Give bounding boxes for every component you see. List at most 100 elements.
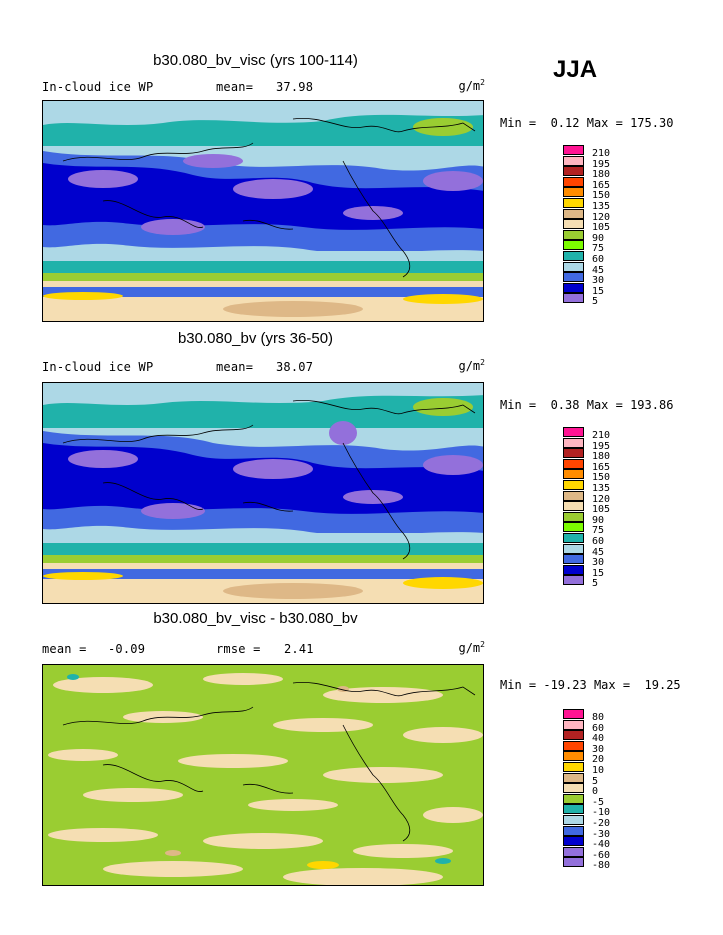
- legend-swatch: [563, 846, 584, 857]
- legend-swatch: [563, 208, 584, 219]
- mean-label: mean =: [42, 642, 87, 656]
- legend-swatch: [563, 272, 584, 283]
- legend-swatch: [563, 575, 584, 586]
- legend-level-label: -20: [592, 818, 611, 829]
- mean-value: 37.98: [276, 80, 314, 94]
- legend-level-label: 10: [592, 765, 605, 776]
- legend-swatch: [563, 522, 584, 533]
- legend-level-label: 135: [592, 483, 611, 494]
- legend-level-label: 150: [592, 472, 611, 484]
- legend-swatch: [563, 783, 584, 794]
- legend-swatch: [563, 448, 584, 459]
- legend-level-label: 15: [592, 285, 605, 297]
- legend-swatch: [563, 427, 584, 437]
- legend-level-label: -30: [592, 828, 611, 840]
- legend-swatch: [563, 772, 584, 783]
- min-max-readout: Min = 0.12 Max = 175.30: [500, 116, 674, 130]
- legend-level-label: 180: [592, 169, 611, 181]
- legend-swatch: [563, 282, 584, 293]
- legend-level-label: 195: [592, 158, 611, 170]
- legend-swatch: [563, 825, 584, 836]
- legend-level-label: 15: [592, 567, 605, 579]
- legend-swatch: [563, 187, 584, 198]
- legend-level-label: 5: [592, 775, 599, 787]
- legend-level-label: 30: [592, 743, 605, 755]
- mean-label: mean=: [216, 360, 254, 374]
- legend-swatch: [563, 437, 584, 448]
- legend-level-label: -5: [592, 796, 605, 808]
- legend-level-label: 135: [592, 201, 611, 212]
- panel-title: b30.080_bv_visc (yrs 100-114): [153, 52, 358, 69]
- legend-level-label: 60: [592, 722, 605, 734]
- legend-level-label: 45: [592, 264, 605, 276]
- legend-level-label: -80: [592, 860, 611, 872]
- mean-value: 38.07: [276, 360, 314, 374]
- legend-swatch: [563, 480, 584, 490]
- legend-swatch: [563, 501, 584, 512]
- legend-level-label: 120: [592, 493, 611, 505]
- legend-swatch: [563, 490, 584, 501]
- mean-label: mean=: [216, 80, 254, 94]
- legend-level-label: 210: [592, 148, 611, 159]
- legend-level-label: 30: [592, 275, 605, 287]
- rmse-value: 2.41: [284, 642, 314, 656]
- legend-swatch: [563, 469, 584, 480]
- legend-level-label: 75: [592, 243, 605, 255]
- legend-level-label: 165: [592, 461, 611, 473]
- legend-level-label: 180: [592, 451, 611, 463]
- legend-swatch: [563, 793, 584, 804]
- legend-level-label: 105: [592, 504, 611, 516]
- legend-level-label: 80: [592, 712, 605, 723]
- legend-swatch: [563, 751, 584, 762]
- panel-difference: b30.080_bv_visc - b30.080_bv mean = -0.0…: [0, 606, 723, 898]
- legend-level-label: 105: [592, 222, 611, 234]
- legend-swatch: [563, 815, 584, 825]
- legend-swatch: [563, 145, 584, 155]
- legend-level-label: 20: [592, 754, 605, 766]
- legend-swatch: [563, 730, 584, 741]
- legend-swatch: [563, 166, 584, 177]
- legend-swatch: [563, 533, 584, 543]
- legend-swatch: [563, 857, 584, 868]
- legend-swatch: [563, 836, 584, 847]
- season-label: JJA: [553, 56, 598, 83]
- legend-level-label: 30: [592, 557, 605, 569]
- legend-swatch: [563, 198, 584, 208]
- legend-level-label: 90: [592, 232, 605, 244]
- legend-level-label: 5: [592, 296, 599, 308]
- legend-level-label: -40: [592, 839, 611, 851]
- mean-value: -0.09: [108, 642, 146, 656]
- legend-swatch: [563, 251, 584, 261]
- min-max-readout: Min = 0.38 Max = 193.86: [500, 398, 674, 412]
- legend-level-label: 120: [592, 211, 611, 223]
- legend-swatch: [563, 229, 584, 240]
- legend-swatch: [563, 155, 584, 166]
- legend-level-label: 195: [592, 440, 611, 452]
- legend-level-label: 45: [592, 546, 605, 558]
- legend-swatch: [563, 804, 584, 815]
- legend-level-label: 0: [592, 786, 599, 798]
- legend-level-label: 60: [592, 254, 605, 265]
- legend-level-label: 40: [592, 733, 605, 745]
- difference-map: [42, 664, 484, 886]
- legend-level-label: 210: [592, 430, 611, 441]
- legend-swatch: [563, 719, 584, 730]
- field-label: In-cloud ice WP: [42, 80, 154, 94]
- ice-wp-map: [42, 100, 484, 322]
- legend-level-label: -10: [592, 807, 611, 819]
- legend-swatch: [563, 219, 584, 230]
- rmse-label: rmse =: [216, 642, 261, 656]
- legend-level-label: 150: [592, 190, 611, 202]
- panel-bv: b30.080_bv (yrs 36-50) In-cloud ice WP m…: [0, 326, 723, 618]
- min-max-readout: Min = -19.23 Max = 19.25: [500, 678, 681, 692]
- legend-swatch: [563, 261, 584, 272]
- legend-swatch: [563, 543, 584, 554]
- ice-wp-map: [42, 382, 484, 604]
- panel-title: b30.080_bv (yrs 36-50): [177, 330, 334, 347]
- legend-swatch: [563, 240, 584, 251]
- panel-title: b30.080_bv_visc - b30.080_bv: [153, 610, 358, 627]
- legend-swatch: [563, 709, 584, 719]
- field-label: In-cloud ice WP: [42, 360, 154, 374]
- legend-level-label: -60: [592, 849, 611, 861]
- legend-swatch: [563, 293, 584, 304]
